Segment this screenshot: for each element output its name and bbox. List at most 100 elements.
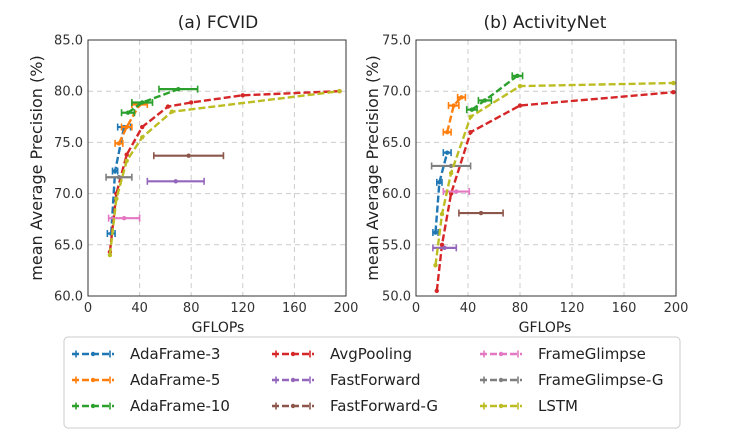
data-point [139,100,145,105]
legend-marker [290,403,296,409]
data-point [445,150,450,155]
series-frameglimpse-g [105,173,133,181]
series-fastforward-g [458,209,504,217]
data-point [433,263,438,268]
data-point [439,242,445,247]
legend: AdaFrame-3 AdaFrame-5 AdaFrame-10 AvgPoolin… [63,336,681,429]
data-point [169,109,175,114]
legend-item: AvgPooling [272,345,412,363]
legend-marker [498,403,504,409]
data-point [469,107,475,112]
data-point [517,103,523,108]
x-tick-label: 80 [512,301,529,316]
y-tick-label: 65.0 [54,238,83,253]
legend-marker [90,377,96,383]
plot-area [430,72,676,294]
legend-marker [498,377,504,383]
legend-marker [498,351,504,357]
y-tick-label: 50.0 [382,290,411,305]
data-point [671,80,676,86]
data-point [107,252,113,258]
data-point [433,230,438,235]
y-tick-label: 60.0 [54,290,83,305]
series-line [471,74,519,111]
series-fastforward [432,244,458,252]
data-point [451,103,456,108]
x-tick-label: 120 [230,301,255,316]
plot-frame [415,39,677,297]
data-point [437,180,442,185]
y-axis-label: mean Average Precision (%) [363,55,382,280]
data-point [515,73,520,79]
legend-item: AdaFrame-10 [72,397,230,415]
series-line [446,96,463,133]
data-point [448,170,454,176]
legend-item: LSTM [480,397,578,415]
tick-labels: 0 40 80 120 160 200 60.0 65.0 70.0 75.0 80.0 85.0 [54,34,358,317]
series-avgpooling [434,90,676,294]
x-tick-label: 0 [84,301,92,316]
series-adaframe-5 [442,93,467,136]
data-point [189,100,194,105]
y-tick-label: 55.0 [382,238,411,253]
data-point [124,124,129,130]
data-point [337,89,342,94]
series-line [127,88,179,114]
series-adaframe-5 [114,101,149,147]
x-tick-label: 200 [334,301,359,316]
legend-item: FrameGlimpse [480,345,646,363]
data-point [671,90,676,95]
data-point [442,245,447,251]
legend-item: FastForward [272,371,420,389]
y-tick-label: 70.0 [54,187,83,202]
data-point [482,98,488,103]
legend-label: AdaFrame-10 [130,397,230,415]
x-tick-label: 40 [460,301,477,316]
series-line [108,90,340,253]
chart-panel-fcvid: (a) FCVID mean Average Precision (%) GFL… [27,13,358,336]
series-line [108,90,340,256]
data-point [517,83,523,89]
series-adaframe-3 [432,149,452,237]
legend-item: AdaFrame-5 [72,371,220,389]
data-point [468,114,473,120]
y-tick-label: 70.0 [382,85,411,100]
grid [415,39,677,297]
data-point [125,110,131,115]
data-point [139,135,145,140]
x-tick-label: 80 [183,301,200,316]
data-point [112,168,118,174]
legend-marker [90,403,96,409]
data-point [468,129,473,135]
legend-label: LSTM [538,397,578,415]
series-adaframe-10 [120,85,199,117]
x-axis-label: GFLOPs [519,320,572,336]
x-tick-label: 40 [131,301,148,316]
data-point [173,179,178,184]
data-point [114,196,119,201]
series-fastforward [146,177,205,185]
y-tick-label: 75.0 [382,34,411,49]
data-point [478,210,484,216]
data-point [124,152,129,157]
series-lstm [433,80,676,268]
grid [87,39,347,297]
data-point [116,141,122,146]
data-point [445,129,450,135]
series-lstm [107,89,342,258]
plot-frame [87,39,347,297]
data-point [448,163,454,169]
data-point [459,95,464,100]
legend-label: FrameGlimpse [538,345,646,363]
series-adaframe-10 [465,72,524,114]
x-tick-label: 200 [664,301,689,316]
tick-labels: 0 40 80 120 160 200 50.0 55.0 60.0 65.0 70.0 75.0 [382,34,688,317]
plot-area [105,85,342,258]
data-point [439,211,445,217]
data-point [121,215,127,221]
legend-label: FastForward-G [330,397,438,415]
data-point [176,86,181,92]
series-frameglimpse [107,214,141,222]
legend-marker [90,351,96,357]
